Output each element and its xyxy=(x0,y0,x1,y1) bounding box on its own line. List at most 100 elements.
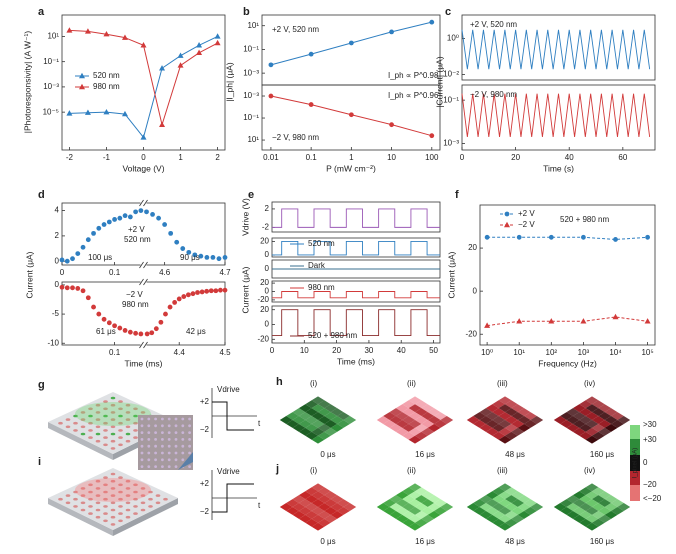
device-glow xyxy=(75,478,151,502)
marker xyxy=(516,234,522,240)
panel-label: e xyxy=(248,189,254,201)
pixel xyxy=(572,404,586,413)
device-pixel xyxy=(80,508,86,512)
device-pixel xyxy=(110,494,116,497)
marker xyxy=(127,329,133,335)
marker xyxy=(84,109,91,115)
drive-title: Vdrive xyxy=(217,385,240,394)
device-pixel xyxy=(118,476,123,479)
marker xyxy=(214,33,221,39)
device-pixel xyxy=(118,519,123,523)
device-pixel xyxy=(155,501,161,505)
marker xyxy=(150,211,155,217)
pixel xyxy=(330,423,344,432)
marker xyxy=(140,134,147,140)
marker xyxy=(222,287,228,293)
annotation: I_ph ∝ P^0.98 xyxy=(388,71,439,80)
marker xyxy=(121,34,128,40)
marker xyxy=(181,294,187,299)
pixel xyxy=(598,507,612,515)
marker xyxy=(80,288,86,294)
annotation: 520 nm xyxy=(124,235,151,244)
x-tick-label: 0.01 xyxy=(263,153,279,162)
frame-index: (iii) xyxy=(497,466,508,475)
y-tick-label: 20 xyxy=(468,243,477,252)
inset-dot xyxy=(167,424,171,428)
colorbar-label: >30 xyxy=(643,420,657,429)
device-pixel xyxy=(148,497,153,501)
marker xyxy=(504,221,510,228)
marker xyxy=(64,285,70,291)
colorbar-segment xyxy=(630,471,640,487)
device-pixel xyxy=(103,407,108,411)
device-pixel xyxy=(73,421,78,425)
marker xyxy=(70,285,75,291)
inset-dot xyxy=(154,431,158,434)
frame-time: 16 μs xyxy=(415,450,435,459)
annotation: 90 μs xyxy=(180,253,200,262)
axis-break xyxy=(139,199,144,207)
marker xyxy=(484,234,490,240)
y-tick-label: 10⁻¹ xyxy=(43,57,59,66)
pixel xyxy=(415,518,428,527)
legend-label: 520 + 980 nm xyxy=(308,331,357,340)
y-axis-label: Current (μA) xyxy=(240,266,250,313)
device-pixel xyxy=(118,497,123,501)
legend-label: 520 nm xyxy=(308,239,335,248)
pixel xyxy=(492,408,505,417)
pixel xyxy=(383,507,396,515)
inset-dot xyxy=(161,465,164,468)
pixel xyxy=(415,495,428,504)
device-pixel xyxy=(140,508,146,512)
device-pixel xyxy=(110,508,116,512)
device-pixel xyxy=(118,414,123,418)
device-pixel xyxy=(110,432,116,436)
inset-dot xyxy=(161,417,164,421)
pixel-map xyxy=(553,483,631,531)
device-pixel xyxy=(103,512,108,515)
marker xyxy=(185,292,191,298)
drive-axis-label: t xyxy=(258,501,261,510)
drive-tick: −2 xyxy=(200,507,210,516)
series-line xyxy=(272,208,440,228)
y-tick-label: 10⁻¹ xyxy=(443,95,459,104)
panel-label: d xyxy=(38,189,45,201)
series-line xyxy=(487,316,648,327)
inset-dot xyxy=(167,465,171,468)
marker xyxy=(84,28,91,34)
pixel xyxy=(311,507,325,515)
pixel xyxy=(560,507,573,515)
panel-label: c xyxy=(445,6,451,18)
pixel xyxy=(572,507,586,515)
drive-axis-label: t xyxy=(258,419,261,428)
axis-break-gap xyxy=(140,279,147,285)
inset-dot xyxy=(188,438,192,441)
marker xyxy=(186,249,192,255)
pixel xyxy=(479,408,493,417)
marker xyxy=(106,320,112,326)
plot-frame xyxy=(479,204,656,346)
pixel xyxy=(318,423,331,432)
pixel xyxy=(505,518,518,527)
legend-label: −2 V xyxy=(518,220,535,229)
inset-dot xyxy=(161,424,164,428)
frame-time: 0 μs xyxy=(320,450,335,459)
device-pixel xyxy=(110,523,116,526)
inset-dot xyxy=(147,438,151,441)
device-pixel xyxy=(103,414,108,418)
drive-tick: +2 xyxy=(200,397,210,406)
series-line xyxy=(272,291,440,299)
device-pixel xyxy=(95,515,101,519)
inset-dot xyxy=(174,417,178,421)
frame-time: 16 μs xyxy=(415,537,435,546)
inset-image xyxy=(138,415,193,470)
pixel xyxy=(286,507,299,515)
pixel xyxy=(305,408,318,417)
inset-dot xyxy=(154,444,158,448)
plot-frame xyxy=(271,237,441,258)
axis-break-gap xyxy=(140,262,147,268)
y-tick-label: 0 xyxy=(473,286,478,295)
device-pixel xyxy=(140,494,146,497)
device-pixel xyxy=(103,436,108,439)
device-pixel xyxy=(133,512,138,515)
